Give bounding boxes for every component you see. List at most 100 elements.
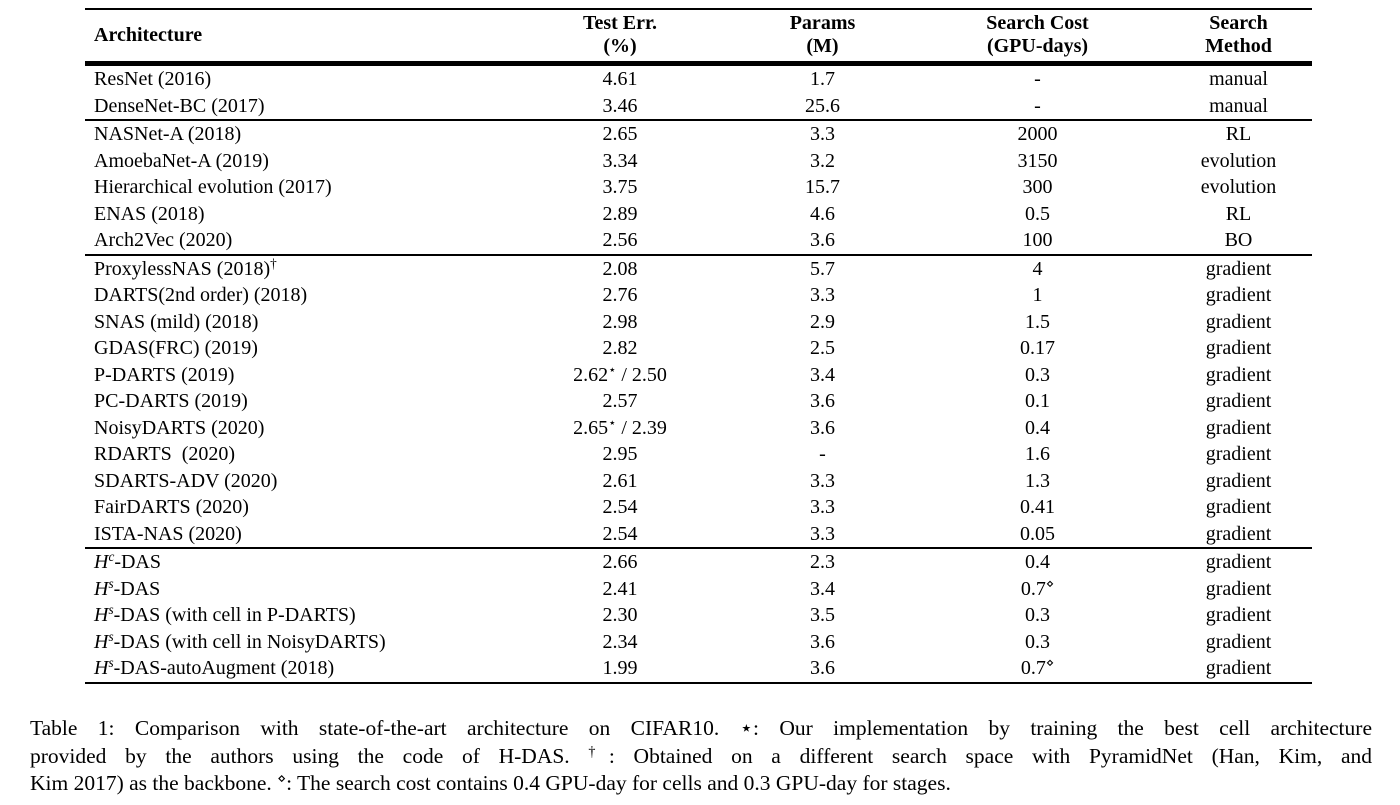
cell-search-cost: 0.41 [1020, 496, 1055, 518]
table-row: SDARTS-ADV (2020) 2.61 3.3 1.3 gradient [85, 468, 1312, 495]
cell-architecture: ProxylessNAS (2018)† [85, 253, 505, 282]
cell-architecture: Hs-DAS-autoAugment (2018) [94, 655, 335, 679]
cell-architecture: NoisyDARTS (2020) [94, 416, 265, 439]
header-line: Search [1209, 12, 1268, 34]
table-row: NoisyDARTS (2020) 2.65⋆ / 2.39 3.6 0.4 gradi… [85, 415, 1312, 442]
cell-test-err: 2.62⋆ / 2.50 [573, 361, 667, 386]
table-row: ISTA-NAS (2020) 2.54 3.3 0.05 gradient [85, 521, 1312, 549]
cell-params: 3.6 [810, 416, 835, 439]
column-header-test-err: Test Err. (%) [505, 9, 735, 66]
cell-params: 3.6 [810, 390, 835, 412]
table-row: Hierarchical evolution (2017) 3.75 15.7 300… [85, 174, 1312, 201]
cell-test-err: 2.65⋆ / 2.39 [573, 414, 667, 439]
cell-architecture: GDAS(FRC) (2019) [94, 337, 258, 359]
table-row: Arch2Vec (2020) 2.56 3.6 100 BO [85, 227, 1312, 255]
cell-search-method: RL [1225, 202, 1252, 225]
cell-params: 3.3 [735, 119, 910, 148]
cell-test-err: 4.61 [602, 68, 638, 90]
cell-search-method: gradient [1205, 337, 1272, 359]
cell-test-err: 2.82 [602, 337, 638, 359]
cell-test-err: 2.08 [505, 253, 735, 282]
table-row: SNAS (mild) (2018) 2.98 2.9 1.5 gradient [85, 309, 1312, 336]
header-line: Method [1205, 35, 1272, 57]
cell-params: 3.6 [810, 657, 835, 679]
cell-search-method: gradient [1165, 253, 1312, 282]
cell-search-cost: 0.1 [1025, 390, 1050, 412]
table-row: NASNet-A (2018) 2.65 3.3 2000 RL [85, 119, 1312, 148]
header-row: Architecture Test Err. (%) Params (M) Search … [85, 9, 1312, 66]
cell-params: 2.3 [735, 547, 910, 576]
cell-search-cost: 1.6 [1025, 443, 1050, 465]
cell-params: 3.3 [810, 496, 835, 518]
cell-architecture: Hierarchical evolution (2017) [94, 176, 332, 198]
cell-search-cost: 300 [1022, 176, 1053, 198]
header-line: (GPU-days) [986, 35, 1089, 57]
cell-architecture: ResNet (2016) [94, 68, 212, 90]
cell-search-method: gradient [1205, 604, 1272, 626]
cell-search-cost: 0.3 [1025, 630, 1050, 653]
table-row: GDAS(FRC) (2019) 2.82 2.5 0.17 gradient [85, 335, 1312, 362]
cell-search-method: manual [1209, 94, 1268, 117]
table-row: ProxylessNAS (2018)† 2.08 5.7 4 gradient [85, 253, 1312, 282]
cell-search-cost: 0.3 [1025, 604, 1050, 626]
cell-search-method: gradient [1205, 657, 1272, 679]
cell-search-method: gradient [1205, 577, 1272, 600]
cell-search-method: gradient [1205, 496, 1272, 518]
cell-search-cost: 1.5 [1025, 310, 1050, 333]
cell-search-method: gradient [1165, 547, 1312, 576]
table-row: DenseNet-BC (2017) 3.46 25.6 - manual [85, 93, 1312, 121]
cell-architecture: Hc-DAS [85, 547, 505, 576]
cell-test-err: 2.65 [505, 119, 735, 148]
cell-search-cost: 2000 [910, 119, 1165, 148]
cell-search-method: gradient [1205, 416, 1272, 439]
cell-search-cost: - [1034, 68, 1041, 90]
cell-test-err: 2.54 [602, 496, 638, 518]
cell-search-method: gradient [1205, 284, 1272, 306]
cell-params: 5.7 [735, 253, 910, 282]
table-caption: Table 1: Comparison with state-of-the-ar… [30, 715, 1372, 798]
cell-architecture: SDARTS-ADV (2020) [94, 469, 278, 492]
cell-architecture: DARTS(2nd order) (2018) [94, 284, 308, 306]
cell-architecture: P-DARTS (2019) [94, 363, 235, 386]
cell-architecture: AmoebaNet-A (2019) [94, 149, 269, 172]
cell-test-err: 2.57 [602, 390, 638, 412]
header-line: Params [789, 12, 856, 34]
cell-search-cost: 0.7⋄ [1020, 575, 1055, 600]
table-row: ENAS (2018) 2.89 4.6 0.5 RL [85, 201, 1312, 228]
header-line: (%) [603, 35, 637, 57]
cell-params: 4.6 [810, 202, 835, 225]
caption-line: Kim 2017) as the backbone. ⋄: The search… [30, 771, 951, 796]
cell-test-err: 2.56 [602, 229, 638, 251]
table-row: PC-DARTS (2019) 2.57 3.6 0.1 gradient [85, 388, 1312, 415]
cell-search-cost: 1 [1032, 284, 1043, 306]
cell-search-method: gradient [1205, 443, 1272, 465]
results-table-container: Architecture Test Err. (%) Params (M) Search … [85, 8, 1312, 684]
cell-search-method: evolution [1200, 176, 1277, 198]
header-line: Search Cost [986, 12, 1089, 34]
cell-params: 1.7 [810, 68, 835, 90]
table-row: Hs-DAS (with cell in P-DARTS) 2.30 3.5 0.3 g… [85, 602, 1312, 629]
cell-test-err: 2.54 [602, 522, 638, 545]
cell-params: 2.5 [810, 337, 835, 359]
table-row: RDARTS (2020) 2.95 - 1.6 gradient [85, 441, 1312, 468]
cell-architecture: RDARTS (2020) [94, 443, 236, 465]
cell-architecture: Hs-DAS [94, 575, 161, 600]
header-line: Architecture [94, 23, 203, 46]
cell-params: 3.5 [810, 604, 835, 626]
header-line: Test Err. [582, 12, 658, 34]
cell-search-cost: - [1034, 94, 1041, 117]
column-header-params: Params (M) [735, 9, 910, 66]
cell-architecture: ISTA-NAS (2020) [94, 522, 242, 545]
cell-search-method: RL [1165, 119, 1312, 148]
table-body: ResNet (2016) 4.61 1.7- manual DenseNet-BC (… [85, 64, 1312, 683]
cell-search-cost: 4 [910, 253, 1165, 282]
column-header-search-cost: Search Cost (GPU-days) [910, 9, 1165, 66]
cell-params: 3.6 [810, 229, 835, 251]
caption-line: provided by the authors using the code o… [30, 743, 1372, 768]
cell-search-method: gradient [1205, 469, 1272, 492]
cell-search-cost: 3150 [1017, 149, 1058, 172]
cell-params: 25.6 [805, 94, 840, 117]
cell-test-err: 2.95 [602, 443, 638, 465]
cell-params: 3.4 [810, 363, 835, 386]
cell-params: 3.3 [810, 469, 835, 492]
